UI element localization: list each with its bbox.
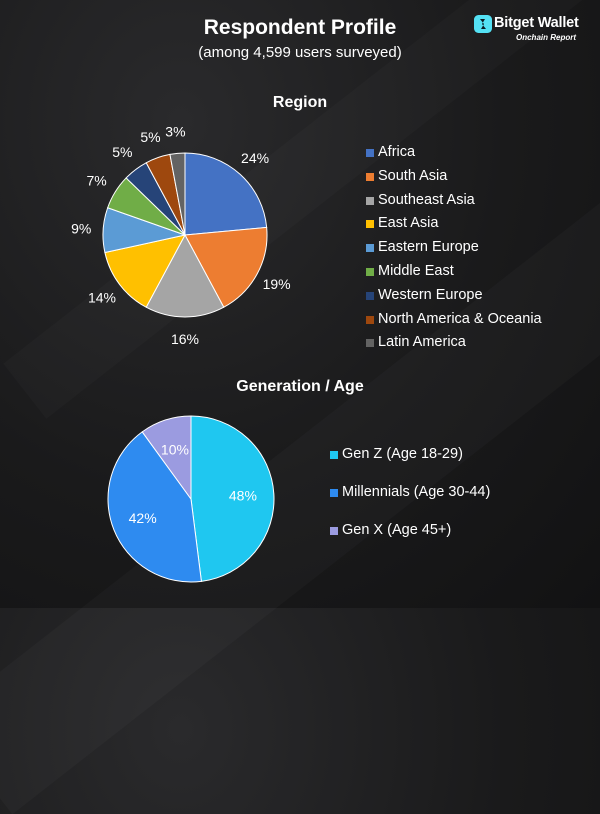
region-legend-label: South Asia	[378, 167, 448, 184]
region-data-label-africa: 24%	[241, 150, 269, 166]
region-slice-southeast-asia	[145, 233, 225, 318]
region-legend-label: Latin America	[378, 334, 466, 351]
region-data-label-middle-east: 7%	[86, 172, 106, 188]
region-data-label-western-europe: 5%	[112, 144, 132, 160]
generation-slice-millennials-age-30-44	[107, 431, 202, 583]
region-legend-label: Africa	[378, 144, 416, 160]
region-legend-swatch	[366, 172, 374, 181]
generation-legend-swatch	[330, 451, 338, 459]
region-legend-swatch	[366, 291, 374, 300]
generation-slice-gen-z-age-18-29	[190, 415, 275, 582]
generation-data-label-millennials-age-30-44: 42%	[129, 510, 157, 526]
generation-data-label-gen-x-age-45: 10%	[161, 442, 189, 458]
region-legend-label: Middle East	[378, 263, 454, 279]
brand: Bitget Wallet Onchain Report	[474, 14, 594, 48]
region-slice-latin-america	[169, 152, 186, 236]
generation-legend-swatch	[330, 527, 338, 535]
page-title: Respondent Profile	[203, 16, 397, 39]
region-legend-swatch	[366, 149, 374, 157]
page-subtitle: (among 4,599 users surveyed)	[198, 44, 402, 61]
region-legend-swatch	[366, 315, 374, 324]
region-legend-label: North America & Oceania	[378, 310, 542, 327]
region-data-label-eastern-europe: 9%	[71, 221, 91, 237]
region-legend-swatch	[366, 244, 374, 253]
charts-canvas: 24% 19% 16% 14% 9% 7% 5% 5% 3% 48% 42% 10%	[71, 123, 291, 583]
region-legend-label: East Asia	[378, 215, 439, 232]
region-data-label-north-america-and-oceania: 5%	[140, 129, 160, 145]
generation-data-label-gen-z-age-18-29: 48%	[229, 488, 257, 504]
generation-legend-swatch	[330, 489, 338, 497]
region-data-label-east-asia: 14%	[88, 290, 116, 306]
region-slice-africa	[184, 152, 268, 236]
region-legend-label: Eastern Europe	[378, 239, 479, 256]
region-data-label-southeast-asia: 16%	[171, 331, 199, 347]
brand-name: Bitget Wallet	[494, 15, 579, 31]
region-legend-swatch	[366, 196, 374, 205]
region-data-label-latin-america: 3%	[165, 123, 185, 139]
region-data-label-south-asia: 19%	[263, 276, 291, 292]
region-legend-label: Southeast Asia	[378, 191, 475, 208]
region-chart-title: Region	[272, 94, 328, 111]
region-legend-swatch	[366, 220, 374, 229]
region-legend-swatch	[366, 339, 374, 348]
generation-legend-label: Gen X (Age 45+)	[342, 522, 452, 538]
generation-chart-title: Generation / Age	[236, 378, 364, 395]
generation-legend-label: Gen Z (Age 18-29)	[342, 446, 463, 462]
region-slice-east-asia	[104, 234, 186, 308]
region-legend-label: Western Europe	[378, 286, 483, 303]
bitget-wallet-logo-icon	[474, 15, 492, 33]
generation-legend-label: Millennials (Age 30-44)	[342, 484, 491, 500]
region-slice-south-asia	[184, 226, 268, 308]
region-legend-swatch	[366, 268, 374, 276]
brand-tagline: Onchain Report	[516, 33, 577, 42]
generation-slice-gen-x-age-45	[141, 415, 192, 501]
